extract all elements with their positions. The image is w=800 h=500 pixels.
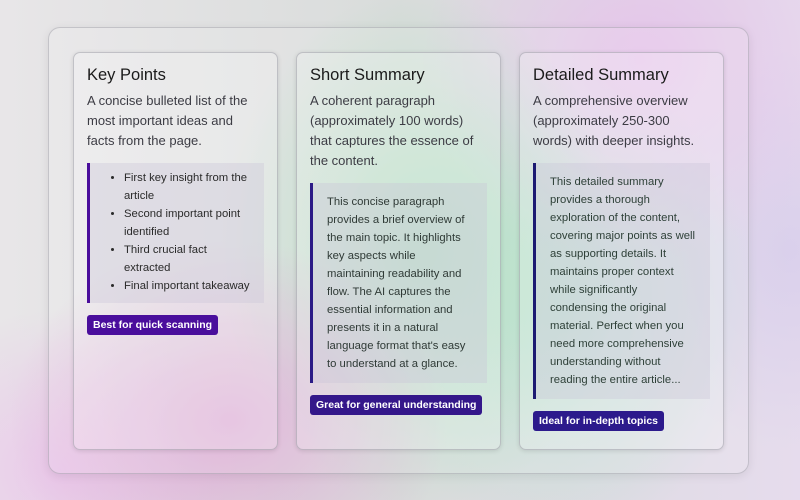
example-box: This concise paragraph provides a brief …	[310, 183, 487, 383]
card-description: A concise bulleted list of the most impo…	[87, 93, 248, 148]
list-item: Third crucial fact extracted	[124, 241, 250, 277]
example-box: First key insight from the article Secon…	[87, 163, 264, 303]
card-title: Short Summary	[310, 66, 425, 84]
card-key-points: Key Points A concise bulleted list of th…	[73, 52, 278, 450]
badge: Great for general understanding	[310, 395, 483, 415]
card-description: A comprehensive overview (approximately …	[533, 93, 695, 148]
card-title: Key Points	[87, 66, 166, 84]
card-description: A coherent paragraph (approximately 100 …	[310, 93, 474, 168]
card-title: Detailed Summary	[533, 66, 669, 84]
badge: Ideal for in-depth topics	[533, 411, 665, 431]
list-item: Second important point identified	[124, 205, 250, 241]
card-short-summary: Short Summary A coherent paragraph (appr…	[296, 52, 501, 450]
card-detailed-summary: Detailed Summary A comprehensive overvie…	[519, 52, 724, 450]
badge: Best for quick scanning	[87, 315, 219, 335]
example-box: This detailed summary provides a thoroug…	[533, 163, 710, 399]
list-item: Final important takeaway	[124, 277, 250, 295]
list-item: First key insight from the article	[124, 169, 250, 205]
